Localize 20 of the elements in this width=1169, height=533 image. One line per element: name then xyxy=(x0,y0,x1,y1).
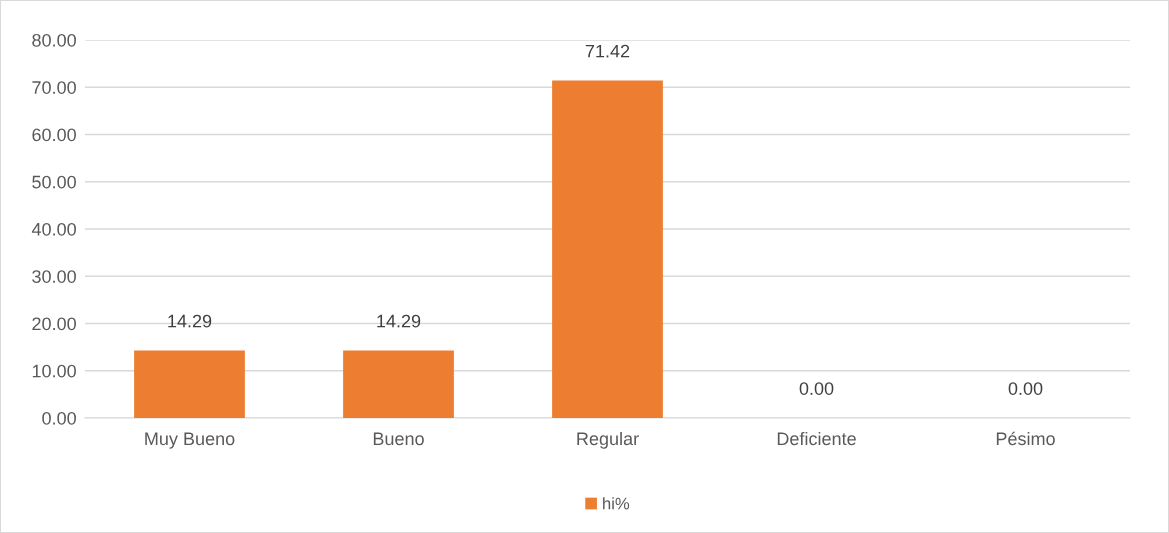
x-tick-label: Muy Bueno xyxy=(145,432,235,449)
y-tick-label: 50.00 xyxy=(32,175,76,189)
x-tick-label: Regular xyxy=(577,431,639,449)
data-label: 71.42 xyxy=(585,44,630,58)
legend-label: hi% xyxy=(603,497,630,510)
y-tick-label: 40.00 xyxy=(31,222,76,236)
data-label: 0.00 xyxy=(799,382,834,395)
x-tick-label: Deficiente xyxy=(777,431,856,446)
y-tick-label: 0.00 xyxy=(42,411,76,425)
y-tick-label: 70.00 xyxy=(32,81,76,94)
y-tick-label: 60.00 xyxy=(32,128,76,142)
data-label: 14.29 xyxy=(168,314,212,328)
x-tick-label: Bueno xyxy=(373,432,424,446)
data-label: 0.00 xyxy=(1008,382,1043,395)
y-tick-label: 30.00 xyxy=(32,270,76,283)
data-label: 14.29 xyxy=(377,314,421,328)
y-tick-label: 20.00 xyxy=(32,317,76,331)
x-tick-label: Pésimo xyxy=(996,431,1055,446)
y-tick-label: 80.00 xyxy=(32,33,76,47)
y-tick-label: 10.00 xyxy=(32,364,76,378)
